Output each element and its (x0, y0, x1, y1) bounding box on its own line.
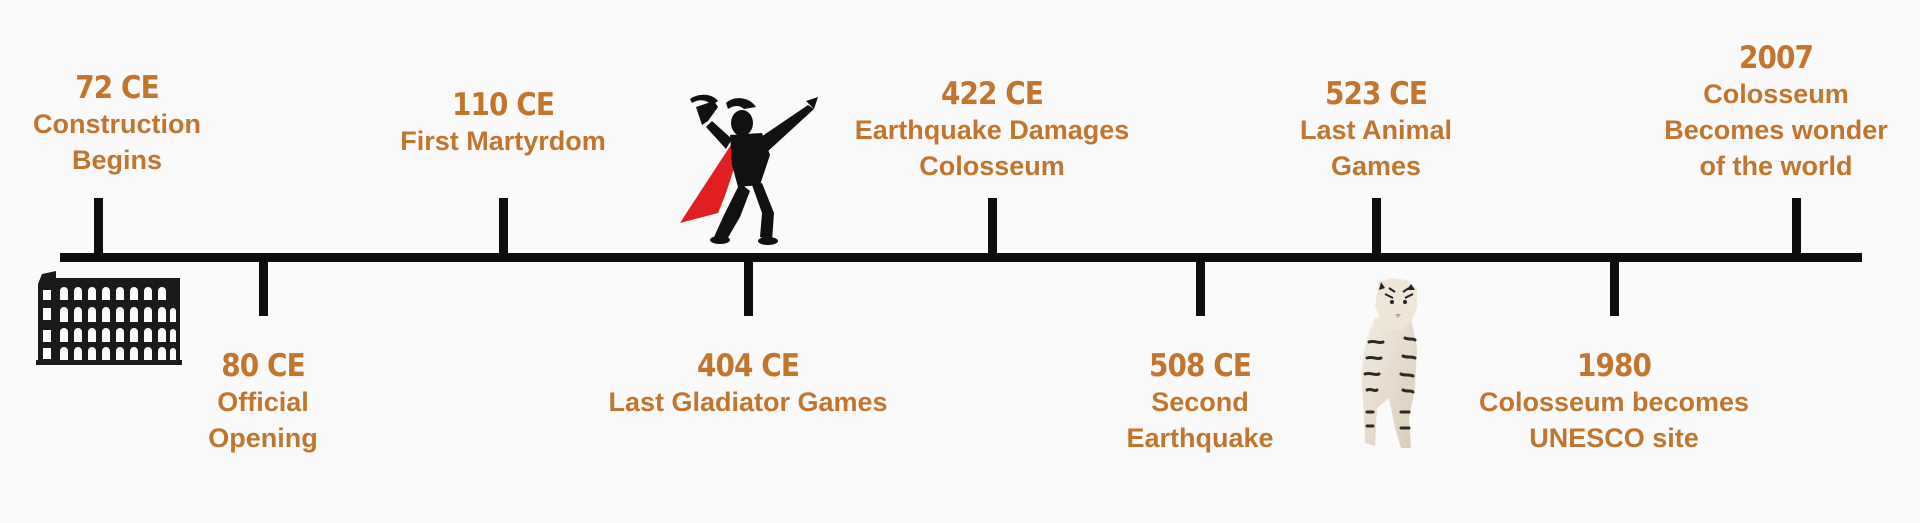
timeline-axis (60, 253, 1862, 262)
tick-2007 (1792, 198, 1801, 256)
colosseum-icon (36, 271, 182, 365)
event-desc-line: Opening (208, 423, 318, 453)
event-desc-line: Construction (33, 109, 201, 139)
event-desc-line: Second (1151, 387, 1249, 417)
event-desc-line: Earthquake (1126, 423, 1274, 453)
event-year: 2007 (1738, 40, 1814, 76)
event-year: 523 CE (1324, 76, 1428, 112)
event-2007: 2007 Colosseum Becomes wonder of the wor… (1664, 40, 1888, 184)
tiger-icon (1361, 278, 1417, 448)
event-508-ce: 508 CE Second Earthquake (1126, 348, 1273, 456)
tick-80-ce (259, 258, 268, 316)
event-404-ce: 404 CE Last Gladiator Games (608, 348, 887, 420)
event-desc-line: Colosseum becomes (1478, 387, 1750, 417)
gladiator-icon (680, 94, 818, 245)
tick-422-ce (988, 198, 997, 256)
event-year: 110 CE (451, 87, 555, 123)
event-desc-line: Games (1330, 151, 1422, 181)
event-year: 1980 (1576, 348, 1652, 384)
event-desc-line: Begins (71, 145, 163, 175)
event-desc-line: Official (217, 387, 309, 417)
event-desc-line: Last Gladiator Games (608, 387, 888, 417)
tick-404-ce (744, 258, 753, 316)
event-desc-line: UNESCO site (1529, 423, 1699, 453)
event-year: 72 CE (75, 70, 159, 106)
event-year: 422 CE (940, 76, 1044, 112)
event-422-ce: 422 CE Earthquake Damages Colosseum (855, 76, 1130, 184)
tick-1980 (1610, 258, 1619, 316)
event-desc-line: Becomes wonder (1664, 115, 1888, 145)
event-desc-line: Colosseum (919, 151, 1065, 181)
tick-110-ce (499, 198, 508, 256)
event-desc-line: Last Animal (1299, 115, 1453, 145)
event-desc-line: First Martyrdom (400, 126, 606, 156)
tick-72-ce (94, 198, 103, 256)
tick-523-ce (1372, 198, 1381, 256)
event-year: 508 CE (1148, 348, 1252, 384)
tick-508-ce (1196, 258, 1205, 316)
event-year: 80 CE (221, 348, 305, 384)
event-desc-line: Earthquake Damages (854, 115, 1130, 145)
event-72-ce: 72 CE Construction Begins (33, 70, 201, 178)
event-desc-line: of the world (1699, 151, 1853, 181)
event-110-ce: 110 CE First Martyrdom (400, 87, 606, 159)
event-523-ce: 523 CE Last Animal Games (1300, 76, 1452, 184)
event-80-ce: 80 CE Official Opening (208, 348, 318, 456)
event-year: 404 CE (696, 348, 800, 384)
event-1980: 1980 Colosseum becomes UNESCO site (1479, 348, 1749, 456)
event-desc-line: Colosseum (1703, 79, 1849, 109)
